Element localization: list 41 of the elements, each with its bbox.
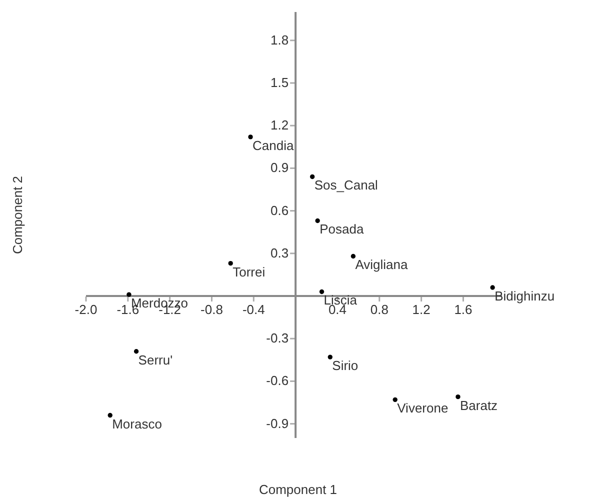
y-tick-label: 1.5 <box>270 75 289 90</box>
annotation: Avigliana <box>355 257 408 272</box>
point <box>456 394 460 400</box>
y-tick-label: -0.3 <box>266 330 289 346</box>
x-axis-title: Component 1 <box>258 482 338 497</box>
point <box>490 285 495 290</box>
point <box>350 254 356 259</box>
annotation: Baratz <box>460 398 498 413</box>
point <box>310 174 315 180</box>
point <box>108 412 112 418</box>
annotation: Posada <box>320 222 364 237</box>
y-tick-label: -0.9 <box>266 416 289 431</box>
point <box>315 218 320 224</box>
point <box>319 289 324 294</box>
point <box>392 397 398 402</box>
x-tick-label: -0.4 <box>242 302 265 317</box>
y-tick-label: 0.3 <box>270 245 289 260</box>
annotation: Bidighinzu <box>494 288 555 304</box>
y-tick-label: 1.2 <box>270 118 289 133</box>
x-tick-label: 1.6 <box>454 302 472 317</box>
point <box>126 292 132 297</box>
x-tick-label: 1.2 <box>412 302 430 317</box>
point <box>248 134 253 140</box>
annotation: Sos_Canal <box>314 178 378 193</box>
point <box>328 354 332 360</box>
x-tick-label: -0.8 <box>200 302 223 317</box>
point <box>134 349 139 354</box>
y-tick-label: 0.6 <box>270 202 289 218</box>
annotation: Serru' <box>138 352 173 368</box>
y-axis-title: Component 2 <box>10 176 25 254</box>
x-tick-label: -2.0 <box>74 302 98 317</box>
annotation: Sirio <box>332 358 358 374</box>
annotation: Morasco <box>112 416 162 432</box>
point <box>228 261 233 266</box>
y-tick-label: 0.9 <box>270 160 289 176</box>
annotation: Viverone <box>397 400 448 416</box>
y-tick-label: -0.6 <box>266 373 289 388</box>
y-tick-label: 1.8 <box>270 32 289 48</box>
x-tick-label: 0.8 <box>370 302 388 317</box>
annotation: Torrei <box>232 264 266 280</box>
annotation: Candia <box>252 138 294 153</box>
